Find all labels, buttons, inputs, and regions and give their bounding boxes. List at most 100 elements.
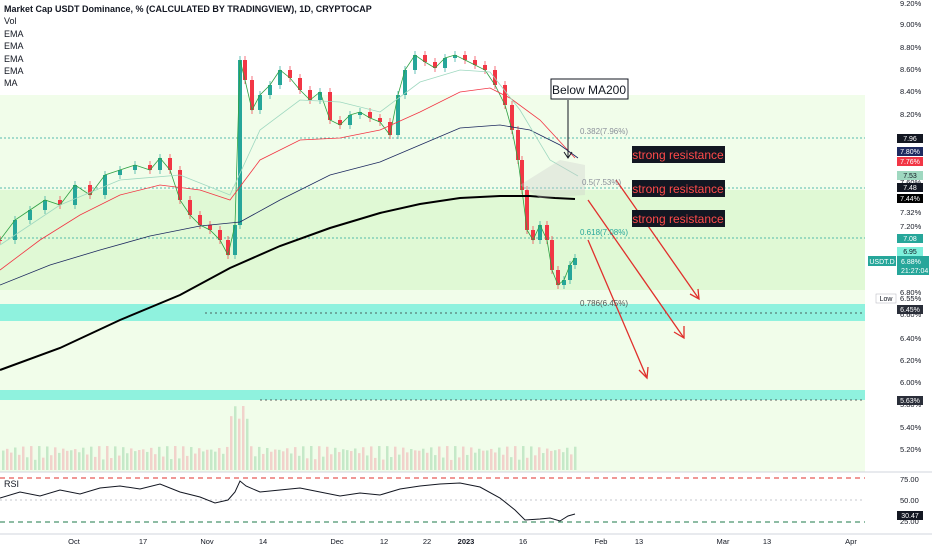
price-axis[interactable]: 9.20%9.00%8.80%8.60%8.40%8.20%8.00%7.80%… (900, 0, 922, 454)
ema-red-tag-text: 7.76% (900, 159, 920, 166)
volume-bar (358, 453, 361, 470)
volume-bar (262, 453, 265, 470)
volume-bar (138, 450, 141, 470)
candle-body (298, 78, 302, 90)
indicator-vol[interactable]: Vol (4, 16, 17, 27)
indicator-ema-2[interactable]: EMA (4, 41, 24, 52)
candle-body (226, 240, 230, 255)
candle-body (28, 210, 32, 220)
price-tick: 6.60% (900, 310, 922, 319)
candle-body (88, 185, 92, 195)
volume-bar (534, 455, 537, 470)
time-tick: 16 (519, 537, 527, 546)
volume-bar (206, 449, 209, 470)
indicator-ma[interactable]: MA (4, 78, 18, 89)
candle-body (328, 92, 332, 120)
time-tick: Nov (200, 537, 214, 546)
candle-body (148, 165, 152, 170)
volume-bar (506, 446, 509, 470)
price-step-line (0, 54, 576, 286)
indicator-ema-4[interactable]: EMA (4, 66, 24, 77)
volume-bar (150, 447, 153, 470)
support-zone-upper (0, 304, 865, 321)
cloud-zone (520, 160, 585, 198)
volume-bar (478, 448, 481, 470)
volume-bar (58, 452, 61, 470)
ema-top-tag-text: 7.80% (900, 149, 920, 156)
rsi-tick-25: 25.00 (900, 517, 919, 526)
volume-bar (106, 446, 109, 470)
candle-body (443, 58, 447, 68)
volume-bar (566, 447, 569, 470)
callout-arrow-head (563, 151, 573, 159)
time-tick: Feb (595, 537, 608, 546)
candle-body (516, 130, 520, 160)
callout-box[interactable] (550, 78, 629, 100)
volume-bar (270, 451, 273, 470)
candle-body (198, 215, 202, 225)
volume-bar (422, 448, 425, 470)
indicator-ema-3[interactable]: EMA (4, 53, 24, 64)
price-tag (897, 256, 929, 275)
time-axis[interactable]: Oct 17 Nov 14 Dec 12 22 2023 16 Feb 13 Mar 13 Apr (68, 537, 857, 546)
time-tick: Oct (68, 537, 81, 546)
volume-bar (134, 451, 137, 470)
fib-5b-tag-text: 7.48 (903, 185, 917, 192)
time-tick: Apr (845, 537, 857, 546)
rsi-label[interactable]: RSI (4, 479, 20, 489)
candle-body (168, 158, 172, 170)
candle-body (268, 85, 272, 95)
volume-bar (450, 459, 453, 470)
volume-bar (190, 447, 193, 470)
candle-body (250, 80, 254, 110)
volume-bar (494, 452, 497, 470)
volume-bar (350, 451, 353, 470)
fib-label-786: 0.786(6.45%) (580, 299, 628, 308)
candle-body (388, 122, 392, 135)
rsi-line (0, 480, 576, 522)
volume-bar (146, 451, 149, 470)
volume-bar (222, 453, 225, 470)
candle-body (338, 120, 342, 125)
volume-bar (406, 452, 409, 470)
resistance-box-3[interactable] (632, 210, 725, 227)
volume-bar (226, 446, 229, 470)
volume-bar (98, 446, 101, 470)
volume-bar (154, 454, 157, 470)
zone-lower-tag (897, 396, 923, 405)
resistance-box-1[interactable] (632, 146, 725, 163)
volume-bar (158, 446, 161, 470)
candle-body (503, 85, 507, 105)
countdown-text: 21:27:04 (901, 268, 928, 275)
volume-bar (94, 456, 97, 470)
ema-red-tag (897, 157, 923, 166)
fib-5b-tag (897, 183, 923, 192)
volume-bar (470, 447, 473, 470)
symbol-tag-text: USDT.D (869, 259, 894, 266)
volume-bar (42, 457, 45, 470)
volume-bar (122, 447, 125, 470)
resistance-box-2[interactable] (632, 180, 725, 197)
resistance-text-3: strong resistance (632, 212, 724, 226)
low-badge-text: Low (880, 296, 894, 303)
volume-bar (170, 459, 173, 470)
indicator-ema-1[interactable]: EMA (4, 28, 24, 39)
candle-body (218, 230, 222, 240)
candle-body (433, 62, 437, 68)
chart-title: Market Cap USDT Dominance, % (CALCULATED… (4, 4, 372, 14)
ema-light-line (0, 69, 579, 246)
volume-bar (558, 449, 561, 470)
volume-bar (118, 455, 121, 470)
volume-bar (378, 446, 381, 470)
ma200-tag (897, 194, 923, 203)
volume-bar (322, 456, 325, 470)
volume-bar (126, 453, 129, 470)
projection-arrows (587, 179, 700, 380)
price-tick: 5.40% (900, 423, 922, 432)
volume-bar (298, 455, 301, 470)
volume-bar (306, 458, 309, 470)
price-tick: 7.20% (900, 222, 922, 231)
candle-body (73, 185, 77, 205)
volume-bar (502, 454, 505, 470)
